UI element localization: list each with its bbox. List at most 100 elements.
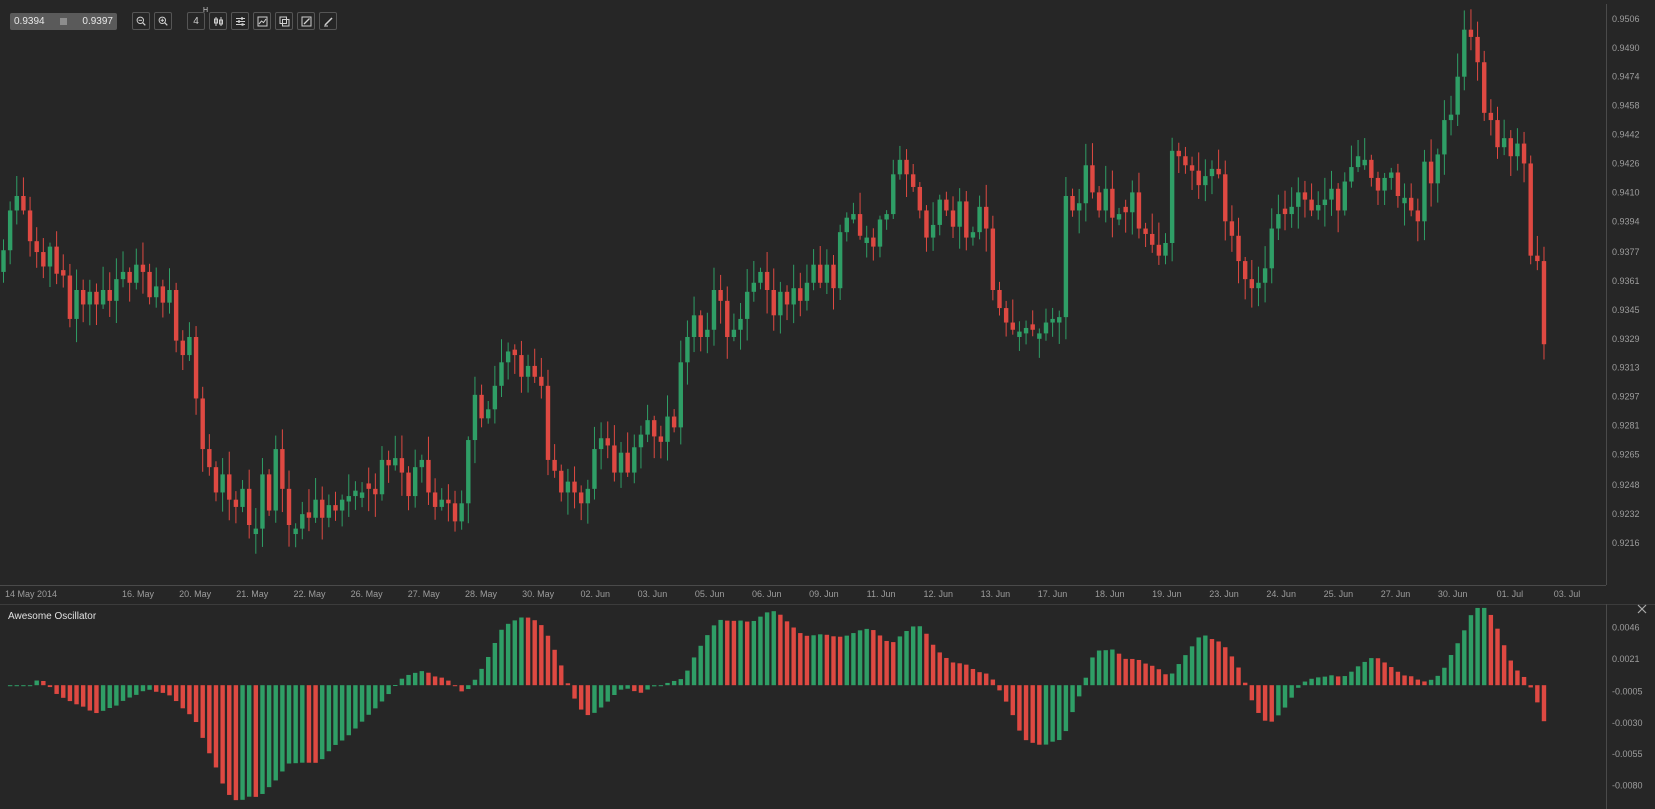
candle-body: [339, 499, 345, 511]
oscillator-bar: [1468, 615, 1474, 686]
candle: [731, 313, 737, 342]
candle: [665, 395, 670, 461]
oscillator-bar: [67, 685, 73, 702]
candle-body: [1242, 261, 1248, 280]
oscillator-bar: [1302, 681, 1308, 686]
candle-body: [1249, 279, 1255, 289]
oscillator-bar: [1276, 685, 1281, 716]
candle: [1030, 310, 1035, 337]
candle-body: [147, 271, 152, 298]
close-panel-icon[interactable]: [1636, 603, 1648, 615]
oscillator-bar: [685, 670, 690, 686]
candle-body: [1057, 317, 1062, 323]
oscillator-bar: [1475, 607, 1480, 686]
oscillator-bar: [897, 636, 903, 686]
candle: [432, 478, 438, 520]
candle: [1355, 139, 1361, 173]
candle-body: [1030, 324, 1035, 330]
candle: [273, 435, 278, 523]
candle: [479, 384, 484, 428]
oscillator-bar: [771, 611, 776, 686]
candles-icon[interactable]: [209, 12, 227, 30]
candle: [864, 225, 869, 258]
candle-body: [260, 474, 265, 529]
price-tick-label: 0.9281: [1612, 421, 1640, 431]
indicators-icon[interactable]: [231, 12, 249, 30]
candle: [260, 458, 265, 547]
candle: [1382, 172, 1387, 206]
oscillator-bar: [877, 635, 883, 686]
time-tick-label: 23. Jun: [1209, 589, 1239, 599]
oscillator-bar: [884, 640, 889, 686]
oscillator-bar: [910, 626, 916, 686]
oscillator-bar: [1116, 653, 1122, 686]
candle-body: [758, 271, 763, 283]
time-tick-label: 21. May: [236, 589, 269, 599]
candle-body: [1289, 206, 1294, 215]
oscillator-bar: [1362, 661, 1367, 686]
candle: [1395, 163, 1401, 208]
oscillator-bar: [837, 636, 843, 686]
oscillator-bar: [220, 685, 225, 784]
candle-body: [346, 496, 351, 502]
bid-ask-display[interactable]: 0.9394 0.9397: [10, 12, 117, 30]
candle-body: [1448, 114, 1454, 121]
oscillator-bar: [386, 685, 391, 695]
candle-body: [924, 210, 929, 238]
candle: [233, 491, 239, 524]
oscillator-bar: [426, 672, 431, 686]
oscillator-bar: [333, 685, 338, 745]
oscillator-bar: [1389, 667, 1394, 686]
candle-body: [1296, 192, 1301, 207]
oscillator-bar: [957, 663, 962, 686]
candle: [187, 322, 192, 361]
edit-drawing-icon[interactable]: [319, 12, 337, 30]
candle-body: [47, 246, 53, 267]
candle: [678, 340, 683, 445]
candle: [532, 348, 537, 383]
candle-body: [1488, 112, 1494, 121]
time-tick-label: 30. Jun: [1438, 589, 1468, 599]
candle: [1156, 222, 1162, 265]
oscillator-bar: [406, 674, 411, 686]
candle: [472, 376, 478, 464]
candle: [751, 260, 757, 302]
oscillator-bar: [1136, 659, 1142, 686]
oscillator-bar: [87, 685, 93, 711]
chart-settings-icon[interactable]: [253, 12, 271, 30]
oscillator-bar: [605, 685, 610, 702]
bid-price: 0.9394: [14, 15, 45, 27]
candle: [1169, 137, 1175, 262]
candle: [512, 344, 517, 374]
candle-body: [904, 159, 909, 175]
candle: [891, 159, 896, 219]
zoom-in-icon[interactable]: [154, 12, 172, 30]
candle-body: [1535, 255, 1540, 262]
oscillator-bar: [1316, 677, 1321, 686]
oscillator-bar: [1455, 643, 1460, 686]
templates-icon[interactable]: [275, 12, 293, 30]
candle: [897, 145, 903, 180]
candle: [320, 486, 325, 540]
drawing-icon[interactable]: [297, 12, 315, 30]
candle-body: [1541, 261, 1547, 345]
candle: [213, 461, 219, 502]
price-tick-label: 0.9442: [1612, 130, 1640, 140]
time-tick-label: 17. Jun: [1038, 589, 1068, 599]
zoom-out-icon[interactable]: [132, 12, 150, 30]
candle-body: [1322, 199, 1328, 206]
candle: [937, 194, 942, 236]
candle-body: [74, 290, 79, 319]
oscillator-bar: [306, 685, 312, 763]
oscillator-bar: [339, 685, 345, 741]
time-tick-label: 16. May: [122, 589, 155, 599]
candle-body: [1455, 76, 1460, 115]
candle: [300, 501, 305, 540]
candle-body: [286, 488, 292, 525]
oscillator-bar: [1262, 685, 1268, 721]
candle: [393, 435, 398, 471]
oscillator-bar: [950, 662, 956, 686]
oscillator-bar: [738, 620, 743, 686]
timeframe-button[interactable]: 4 H: [187, 7, 208, 30]
